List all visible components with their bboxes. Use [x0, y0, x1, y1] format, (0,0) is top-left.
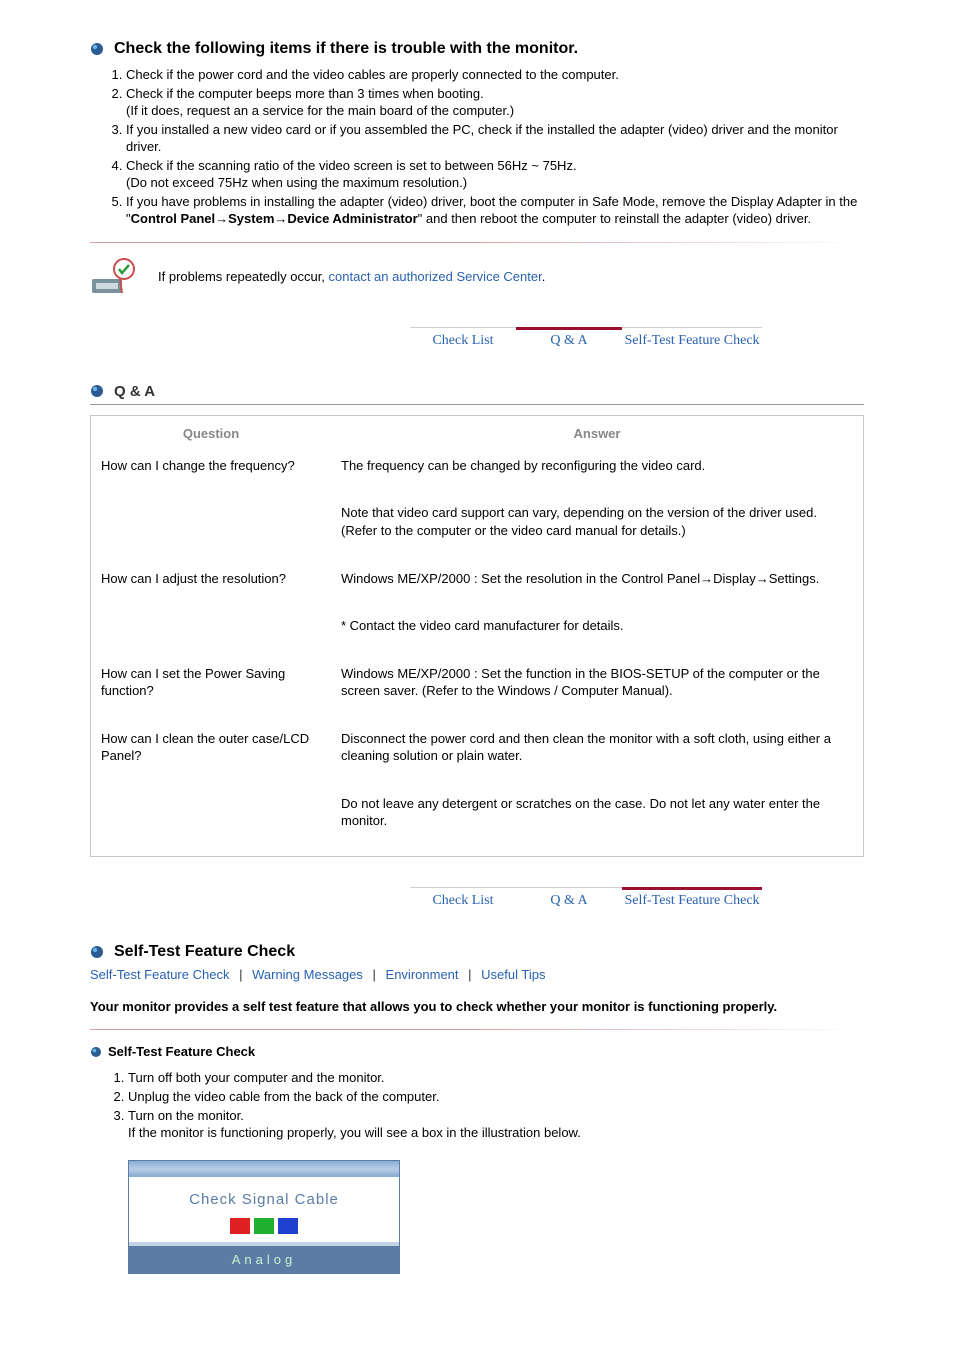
check-item-text: Check if the scanning ratio of the video…: [126, 158, 577, 173]
tab-qa[interactable]: Q & A: [516, 887, 622, 915]
check-item-sub: (Do not exceed 75Hz when using the maxim…: [126, 175, 467, 190]
qa-answer: Do not leave any detergent or scratches …: [331, 791, 864, 834]
table-row: How can I set the Power Saving function?…: [91, 661, 864, 704]
qa-heading: Q & A: [114, 383, 155, 400]
check-item-text: Check if the power cord and the video ca…: [126, 67, 619, 82]
check-item-text: Check if the computer beeps more than 3 …: [126, 86, 484, 101]
divider: [90, 1029, 864, 1030]
check-item: Check if the scanning ratio of the video…: [126, 157, 864, 192]
check-item: Check if the power cord and the video ca…: [126, 66, 864, 84]
step-text: Unplug the video cable from the back of …: [128, 1089, 439, 1104]
qa-question: How can I change the frequency?: [91, 453, 332, 479]
selftest-step: Turn on the monitor. If the monitor is f…: [128, 1107, 864, 1142]
tab-selftest[interactable]: Self-Test Feature Check: [622, 327, 762, 355]
qa-question: [91, 500, 332, 543]
table-row: Do not leave any detergent or scratches …: [91, 791, 864, 834]
tab-check-list[interactable]: Check List: [410, 887, 516, 915]
check-item: If you have problems in installing the a…: [126, 193, 864, 228]
selftest-heading: Self-Test Feature Check: [114, 943, 295, 961]
tab-nav: Check List Q & A Self-Test Feature Check: [410, 887, 864, 915]
check-item-sub: (If it does, request an a service for th…: [126, 103, 514, 118]
qa-answer: * Contact the video card manufacturer fo…: [331, 613, 864, 639]
table-row: How can I clean the outer case/LCD Panel…: [91, 726, 864, 769]
qa-table: Question Answer How can I change the fre…: [90, 415, 864, 857]
tab-nav: Check List Q & A Self-Test Feature Check: [410, 327, 864, 355]
selftest-subnav: Self-Test Feature Check | Warning Messag…: [90, 967, 864, 982]
bullet-icon: [90, 945, 104, 959]
qa-th-question: Question: [91, 415, 332, 453]
tab-check-list[interactable]: Check List: [410, 327, 516, 355]
service-icon: [90, 257, 140, 297]
signal-box: Check Signal Cable Analog: [128, 1160, 400, 1274]
subnav-sep: |: [468, 967, 471, 982]
bullet-icon: [90, 42, 104, 56]
qa-th-answer: Answer: [331, 415, 864, 453]
check-heading: Check the following items if there is tr…: [114, 40, 578, 58]
subnav-sep: |: [239, 967, 242, 982]
divider: [90, 242, 864, 243]
qa-question: How can I clean the outer case/LCD Panel…: [91, 726, 332, 769]
selftest-step: Unplug the video cable from the back of …: [128, 1088, 864, 1106]
check-item-text: If you installed a new video card or if …: [126, 122, 838, 155]
mini-bullet-icon: [90, 1046, 102, 1058]
qa-answer: Windows ME/XP/2000 : Set the resolution …: [331, 566, 864, 592]
qa-answer: Disconnect the power cord and then clean…: [331, 726, 864, 769]
tab-qa[interactable]: Q & A: [516, 327, 622, 355]
tab-selftest[interactable]: Self-Test Feature Check: [622, 887, 762, 915]
note-row: If problems repeatedly occur, contact an…: [90, 257, 864, 297]
table-row: * Contact the video card manufacturer fo…: [91, 613, 864, 639]
note-after: .: [542, 269, 546, 284]
signal-box-top: [129, 1161, 399, 1177]
table-row: How can I adjust the resolution? Windows…: [91, 566, 864, 592]
subnav-environment-link[interactable]: Environment: [386, 967, 459, 982]
selftest-mini-heading-row: Self-Test Feature Check: [90, 1044, 864, 1059]
qa-question: [91, 791, 332, 834]
signal-label: Check Signal Cable: [129, 1191, 399, 1208]
note-text: If problems repeatedly occur, contact an…: [158, 269, 545, 284]
check-list: Check if the power cord and the video ca…: [90, 66, 864, 228]
qa-question: [91, 613, 332, 639]
step-sub: If the monitor is functioning properly, …: [128, 1125, 581, 1140]
qa-header-row: Question Answer: [91, 415, 864, 453]
signal-squares: [129, 1218, 399, 1234]
selftest-steps: Turn off both your computer and the moni…: [90, 1069, 864, 1141]
table-row: How can I change the frequency? The freq…: [91, 453, 864, 479]
subnav-warning-link[interactable]: Warning Messages: [252, 967, 363, 982]
selftest-mini-heading: Self-Test Feature Check: [108, 1044, 255, 1059]
signal-box-mid: Check Signal Cable: [129, 1177, 399, 1242]
subnav-sep: |: [373, 967, 376, 982]
selftest-step: Turn off both your computer and the moni…: [128, 1069, 864, 1087]
service-center-link[interactable]: contact an authorized Service Center: [329, 269, 542, 284]
step-text: Turn on the monitor.: [128, 1108, 244, 1123]
selftest-intro: Your monitor provides a self test featur…: [90, 998, 864, 1016]
qa-question: How can I adjust the resolution?: [91, 566, 332, 592]
selftest-heading-row: Self-Test Feature Check: [90, 943, 864, 961]
check-item-bold: Control Panel→System→Device Administrato…: [131, 211, 418, 226]
qa-answer: Windows ME/XP/2000 : Set the function in…: [331, 661, 864, 704]
check-item: Check if the computer beeps more than 3 …: [126, 85, 864, 120]
check-item-post: " and then reboot the computer to reinst…: [418, 211, 811, 226]
qa-underline: [90, 404, 864, 405]
qa-heading-row: Q & A: [90, 383, 864, 400]
note-before: If problems repeatedly occur,: [158, 269, 329, 284]
subnav-tips-link[interactable]: Useful Tips: [481, 967, 545, 982]
qa-answer: The frequency can be changed by reconfig…: [331, 453, 864, 479]
qa-question: How can I set the Power Saving function?: [91, 661, 332, 704]
signal-mode: Analog: [129, 1242, 399, 1273]
check-item: If you installed a new video card or if …: [126, 121, 864, 156]
signal-square-red: [230, 1218, 250, 1234]
qa-answer: Note that video card support can vary, d…: [331, 500, 864, 543]
table-row: Note that video card support can vary, d…: [91, 500, 864, 543]
subnav-selftest-link[interactable]: Self-Test Feature Check: [90, 967, 229, 982]
check-heading-row: Check the following items if there is tr…: [90, 40, 864, 58]
bullet-icon: [90, 384, 104, 398]
step-text: Turn off both your computer and the moni…: [128, 1070, 385, 1085]
signal-square-blue: [278, 1218, 298, 1234]
signal-square-green: [254, 1218, 274, 1234]
